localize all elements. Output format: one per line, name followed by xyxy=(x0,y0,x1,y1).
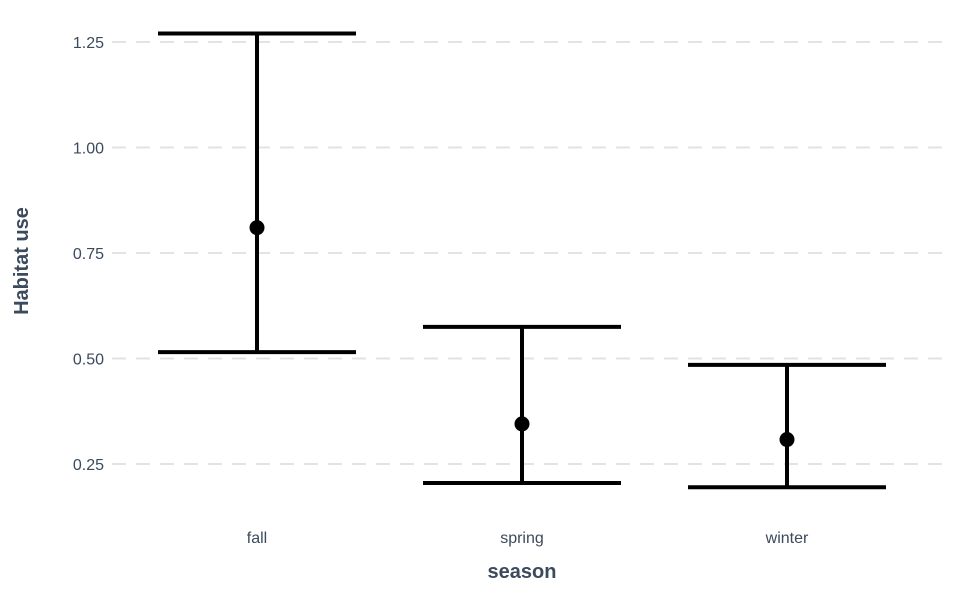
x-tick-label: winter xyxy=(765,530,809,547)
y-tick-label: 0.50 xyxy=(73,352,104,369)
error-bars xyxy=(158,31,886,490)
y-tick-label: 1.00 xyxy=(73,141,104,158)
estimate-point xyxy=(779,432,795,448)
y-axis-title: Habitat use xyxy=(11,207,33,315)
x-axis-title: season xyxy=(488,561,557,583)
estimate-point xyxy=(514,416,530,432)
y-axis-ticks: 0.25 0.50 0.75 1.00 1.25 xyxy=(73,35,104,474)
y-tick-label: 0.25 xyxy=(73,457,104,474)
y-tick-label: 1.25 xyxy=(73,35,104,52)
error-bar-fall xyxy=(158,31,356,355)
error-bar-winter xyxy=(688,362,886,490)
grid-lines xyxy=(112,41,948,465)
y-tick-label: 0.75 xyxy=(73,246,104,263)
x-tick-label: spring xyxy=(500,530,544,547)
x-axis-ticks: fall spring winter xyxy=(247,530,809,547)
x-tick-label: fall xyxy=(247,530,267,547)
estimate-point xyxy=(249,220,265,236)
error-bar-spring xyxy=(423,324,621,485)
